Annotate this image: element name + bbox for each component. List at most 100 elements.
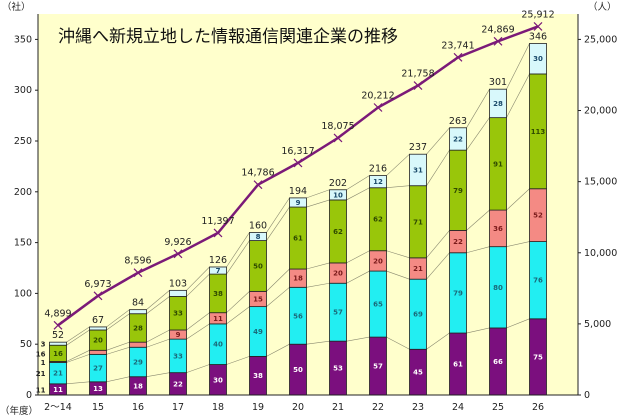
segment-label: 79 [453,187,463,195]
connector-line [466,209,490,231]
left-tick-label: 0 [26,390,32,401]
line-marker [453,52,463,62]
bar-segment [89,326,107,331]
bar-segment [329,189,347,201]
segment-label: 52 [533,212,543,220]
x-tick-label: 26 [532,402,544,413]
bar-segment [409,153,427,187]
segment-label: 30 [533,55,543,63]
connector-line [266,206,290,241]
x-tick-label: 24 [452,402,464,413]
segment-label: 21 [413,265,423,273]
x-axis-unit: （年度） [0,405,38,417]
segment-label: 57 [373,363,383,371]
left-tick-label: 200 [14,187,32,198]
segment-label: 91 [493,160,503,168]
connector-line [66,329,90,346]
connector-line [66,381,90,385]
connector-line [226,232,250,268]
first-bar-segment-label: 21 [36,370,46,378]
connector-line [186,364,210,373]
segment-label: 75 [533,353,543,361]
bar-segment [369,175,387,189]
x-tick-label: 22 [372,402,384,413]
connector-line [346,187,370,201]
bar-total-label: 263 [449,116,467,127]
segment-label: 57 [333,309,343,317]
x-tick-label: 25 [492,402,504,413]
connector-line [66,350,90,362]
connector-line [186,266,210,291]
connector-line [306,282,330,288]
bar-total-label: 126 [209,255,227,266]
line-value-label: 11,397 [201,216,234,227]
bar-total-label: 67 [92,315,104,326]
segment-label: 61 [293,235,303,243]
segment-label: 33 [173,310,183,318]
connector-line [506,188,530,211]
bar-segment [289,197,307,208]
right-axis-unit: （人） [588,1,617,13]
segment-label: 61 [453,361,463,369]
x-tick-label: 20 [292,402,304,413]
left-tick-label: 100 [14,288,32,299]
connector-line [426,149,450,186]
segment-label: 66 [493,358,503,366]
segment-label: 10 [333,191,343,199]
connector-line [506,43,530,90]
connector-line [386,336,410,350]
connector-line [186,312,210,331]
bar-total-label: 346 [529,31,547,42]
connector-line [386,250,410,259]
connector-line [506,318,530,329]
connector-line [466,117,490,151]
segment-label: 20 [93,337,103,345]
segment-label: 31 [413,166,423,174]
segment-label: 22 [453,135,463,143]
line-marker [253,180,263,190]
bar-segment [89,349,107,355]
connector-line [186,323,210,340]
line-value-label: 21,758 [401,69,434,80]
connector-line [266,197,290,233]
bar-segment [489,88,507,119]
segment-label: 20 [373,257,383,265]
connector-line [306,199,330,208]
segment-label: 11 [53,386,63,394]
connector-line [226,356,250,365]
segment-label: 36 [493,225,503,233]
line-value-label: 25,912 [521,9,554,20]
left-tick-label: 150 [14,238,32,249]
line-marker [533,22,543,31]
connector-line [66,354,90,363]
connector-line [386,185,410,189]
segment-label: 80 [493,284,503,292]
right-tick-label: 15,000 [584,177,617,188]
plot-background [38,14,578,395]
connector-line [226,306,250,325]
bar-total-label: 216 [369,164,387,175]
connector-line [346,250,370,264]
bar-segment [129,341,147,348]
connector-line [346,175,370,191]
line-marker [373,103,383,112]
segment-label: 18 [133,382,143,390]
line-value-label: 20,212 [361,91,394,102]
connector-line [386,270,410,280]
left-tick-label: 350 [14,34,32,45]
segment-label: 28 [133,324,143,332]
x-tick-label: 23 [412,402,424,413]
line-value-label: 6,973 [84,279,111,290]
line-value-label: 14,786 [241,168,274,179]
segment-label: 79 [453,289,463,297]
right-tick-label: 25,000 [584,34,617,45]
x-tick-label: 18 [212,402,224,413]
connector-line [146,372,170,378]
connector-line [346,270,370,284]
bar-total-label: 202 [329,178,347,189]
right-tick-label: 20,000 [584,106,617,117]
connector-line [466,327,490,334]
chart-title: 沖縄へ新規立地した情報通信関連企業の推移 [58,27,398,47]
bar-segment [129,309,147,315]
line-marker [173,249,183,259]
